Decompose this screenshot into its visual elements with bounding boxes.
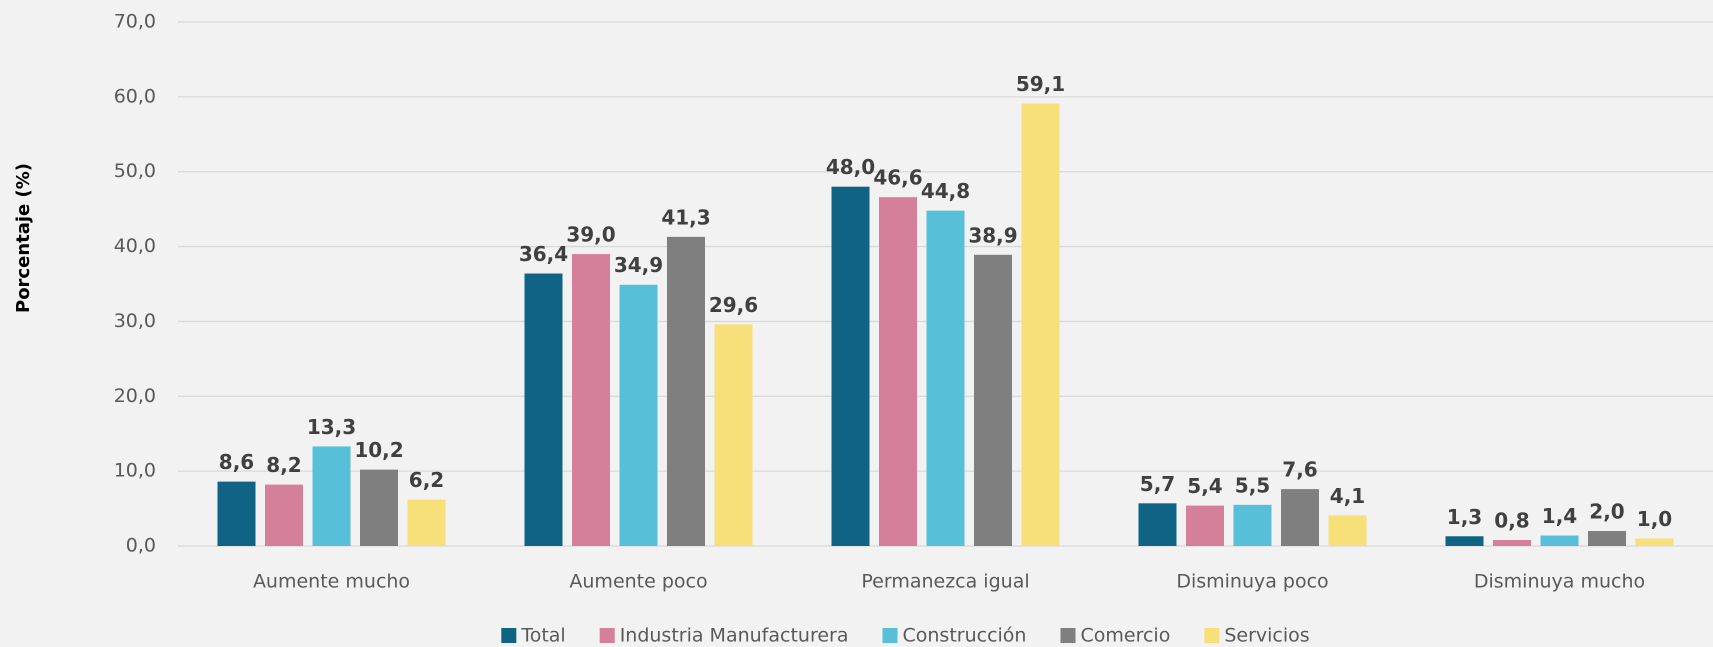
value-label: 2,0 [1589,500,1624,524]
legend-swatch [882,628,898,643]
legend-swatch [501,628,517,643]
bar [572,254,610,547]
value-label: 1,0 [1637,507,1672,531]
y-tick-label: 0,0 [126,535,156,557]
bar [974,254,1012,546]
bar [1021,103,1060,546]
bar [1328,515,1367,546]
legend-label: Construcción [903,625,1027,647]
legend-label: Comercio [1080,625,1170,647]
bar [879,197,917,546]
y-tick-label: 40,0 [114,235,156,257]
y-tick-label: 20,0 [114,385,156,407]
value-label: 34,9 [614,253,663,277]
y-tick-label: 50,0 [114,160,156,182]
value-label: 29,6 [709,293,758,317]
legend-swatch [1204,628,1220,643]
bar [265,484,303,546]
value-label: 1,3 [1447,505,1482,529]
bar [1233,504,1272,546]
legend-swatch [599,628,615,643]
bar [407,499,446,546]
x-tick-label: Disminuya poco [1176,571,1328,593]
bar [1588,531,1626,546]
value-label: 1,4 [1542,504,1577,528]
value-label: 48,0 [826,155,875,179]
bar [524,273,563,546]
value-label: 4,1 [1330,484,1365,508]
value-label: 39,0 [566,223,615,247]
bar [1445,536,1484,546]
value-label: 6,2 [409,468,444,492]
bar [217,481,256,546]
bar [1138,503,1177,546]
value-label: 36,4 [519,242,568,266]
value-label: 0,8 [1494,509,1529,533]
value-label: 5,5 [1235,473,1270,497]
value-label: 10,2 [354,438,403,462]
value-label: 38,9 [968,223,1017,247]
bar [619,284,658,546]
value-label: 46,6 [873,166,922,190]
bar [926,210,965,546]
value-label: 13,3 [307,415,356,439]
bar [667,236,705,546]
y-tick-label: 60,0 [114,85,156,107]
x-tick-label: Disminuya mucho [1474,571,1645,593]
bar [360,469,398,546]
x-tick-label: Permanezca igual [861,571,1029,593]
bar [1281,489,1319,546]
bar [1186,505,1224,546]
value-label: 5,4 [1187,474,1222,498]
value-label: 8,6 [219,450,254,474]
value-label: 7,6 [1282,458,1317,482]
bar [714,324,753,546]
legend-label: Industria Manufacturera [620,625,849,647]
value-label: 8,2 [266,453,301,477]
legend-label: Servicios [1224,625,1309,647]
x-tick-label: Aumente poco [569,571,707,593]
bar [312,446,351,546]
y-tick-label: 70,0 [114,11,156,33]
value-label: 5,7 [1140,472,1175,496]
bar [1540,535,1579,546]
value-label: 41,3 [661,205,710,229]
value-label: 59,1 [1016,72,1065,96]
value-label: 44,8 [921,179,970,203]
y-axis-label: Porcentaje (%) [13,163,34,313]
legend-swatch [1060,628,1076,643]
bar [1493,540,1531,546]
legend-label: Total [520,625,565,647]
bar [831,186,870,546]
bar [1635,538,1674,546]
y-tick-label: 30,0 [114,310,156,332]
y-tick-label: 10,0 [114,460,156,482]
x-tick-label: Aumente mucho [253,571,410,593]
